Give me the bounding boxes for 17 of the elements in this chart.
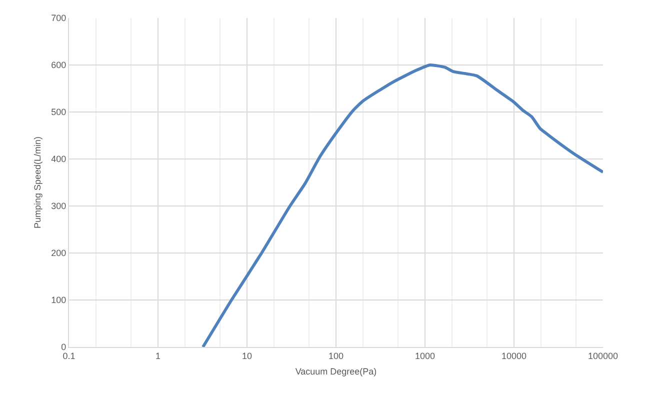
- x-tick-label: 100: [328, 350, 344, 361]
- y-tick-label: 100: [51, 295, 66, 306]
- x-tick-label: 10: [242, 350, 252, 361]
- x-tick-label: 1: [155, 350, 161, 361]
- y-tick-label: 600: [51, 60, 66, 70]
- y-tick-label: 400: [51, 154, 66, 164]
- x-tick-label: 10000: [501, 350, 527, 361]
- x-tick-label: 1000: [414, 350, 436, 361]
- y-tick-label: 0: [61, 342, 66, 352]
- y-axis-title: Pumping Speed(L/min): [32, 136, 43, 229]
- y-tick-label: 700: [51, 13, 66, 24]
- x-tick-label: 0.1: [62, 350, 76, 361]
- y-tick-label: 300: [51, 201, 66, 212]
- x-tick-label: 100000: [588, 350, 618, 361]
- y-tick-label: 200: [51, 248, 66, 258]
- x-axis-title: Vacuum Degree(Pa): [295, 366, 377, 377]
- y-tick-label: 500: [51, 107, 66, 118]
